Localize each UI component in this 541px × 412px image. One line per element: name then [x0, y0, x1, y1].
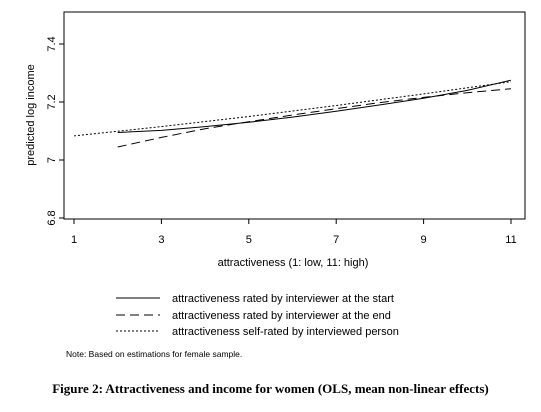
- y-tick-label: 7.2: [46, 94, 58, 109]
- series-line-solid: [117, 79, 512, 133]
- ticks: 1 3 5 7 9 11 6.8 7 7.2 7.4: [46, 36, 517, 246]
- y-tick-label: 6.8: [46, 210, 58, 225]
- y-tick-label: 7: [46, 157, 58, 163]
- series-line-dashed: [117, 88, 512, 148]
- x-tick-label: 5: [246, 234, 252, 246]
- legend: attractiveness rated by interviewer at t…: [116, 293, 399, 338]
- legend-label: attractiveness rated by interviewer at t…: [172, 293, 394, 305]
- x-tick-label: 7: [333, 234, 339, 246]
- y-tick-label: 7.4: [46, 36, 58, 51]
- series-line-dotted: [73, 81, 512, 137]
- x-tick-label: 3: [158, 234, 164, 246]
- y-axis-label: predicted log income: [25, 64, 37, 166]
- x-tick-label: 11: [505, 234, 516, 246]
- footnote: Note: Based on estimations for female sa…: [66, 349, 242, 359]
- figure-caption: Figure 2: Attractiveness and income for …: [52, 381, 489, 396]
- legend-label: attractiveness rated by interviewer at t…: [172, 310, 391, 322]
- series-lines: [73, 79, 512, 148]
- x-tick-label: 9: [421, 234, 427, 246]
- x-axis-label: attractiveness (1: low, 11: high): [218, 257, 369, 269]
- plot-frame: [63, 11, 526, 220]
- x-tick-label: 1: [71, 234, 77, 246]
- legend-label: attractiveness self-rated by interviewed…: [172, 326, 399, 338]
